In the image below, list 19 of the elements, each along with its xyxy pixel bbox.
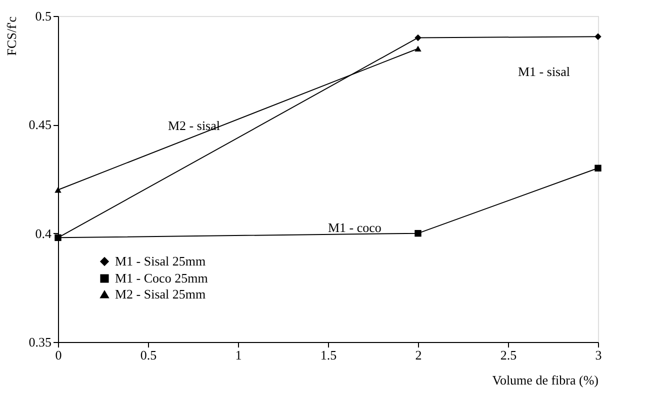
x-tick-label: 1.5 — [320, 348, 337, 362]
annotation: M1 - coco — [328, 220, 382, 235]
y-tick-label: 0.4 — [35, 226, 52, 241]
x-tick-label: 2.5 — [500, 348, 517, 362]
x-axis-title: Volume de fibra (%) — [492, 372, 598, 388]
x-tick-label: 3 — [595, 348, 602, 362]
y-tick-label: 0.35 — [28, 334, 52, 350]
y-tick-label: 0.45 — [28, 117, 52, 132]
legend-label: M2 - Sisal 25mm — [115, 286, 206, 302]
x-tick-label: 2 — [415, 348, 422, 362]
x-tick-label: 0.5 — [140, 348, 157, 362]
annotation: M2 - sisal — [168, 118, 220, 133]
annotation: M1 - sisal — [518, 64, 570, 79]
legend-label: M1 - Coco 25mm — [115, 270, 208, 286]
x-tick-label: 0 — [55, 348, 62, 362]
y-axis-title: FCS/f'c — [4, 16, 19, 56]
y-tick-label: 0.5 — [35, 8, 52, 24]
legend-label: M1 - Sisal 25mm — [115, 254, 206, 268]
x-tick-label: 1 — [235, 348, 242, 362]
